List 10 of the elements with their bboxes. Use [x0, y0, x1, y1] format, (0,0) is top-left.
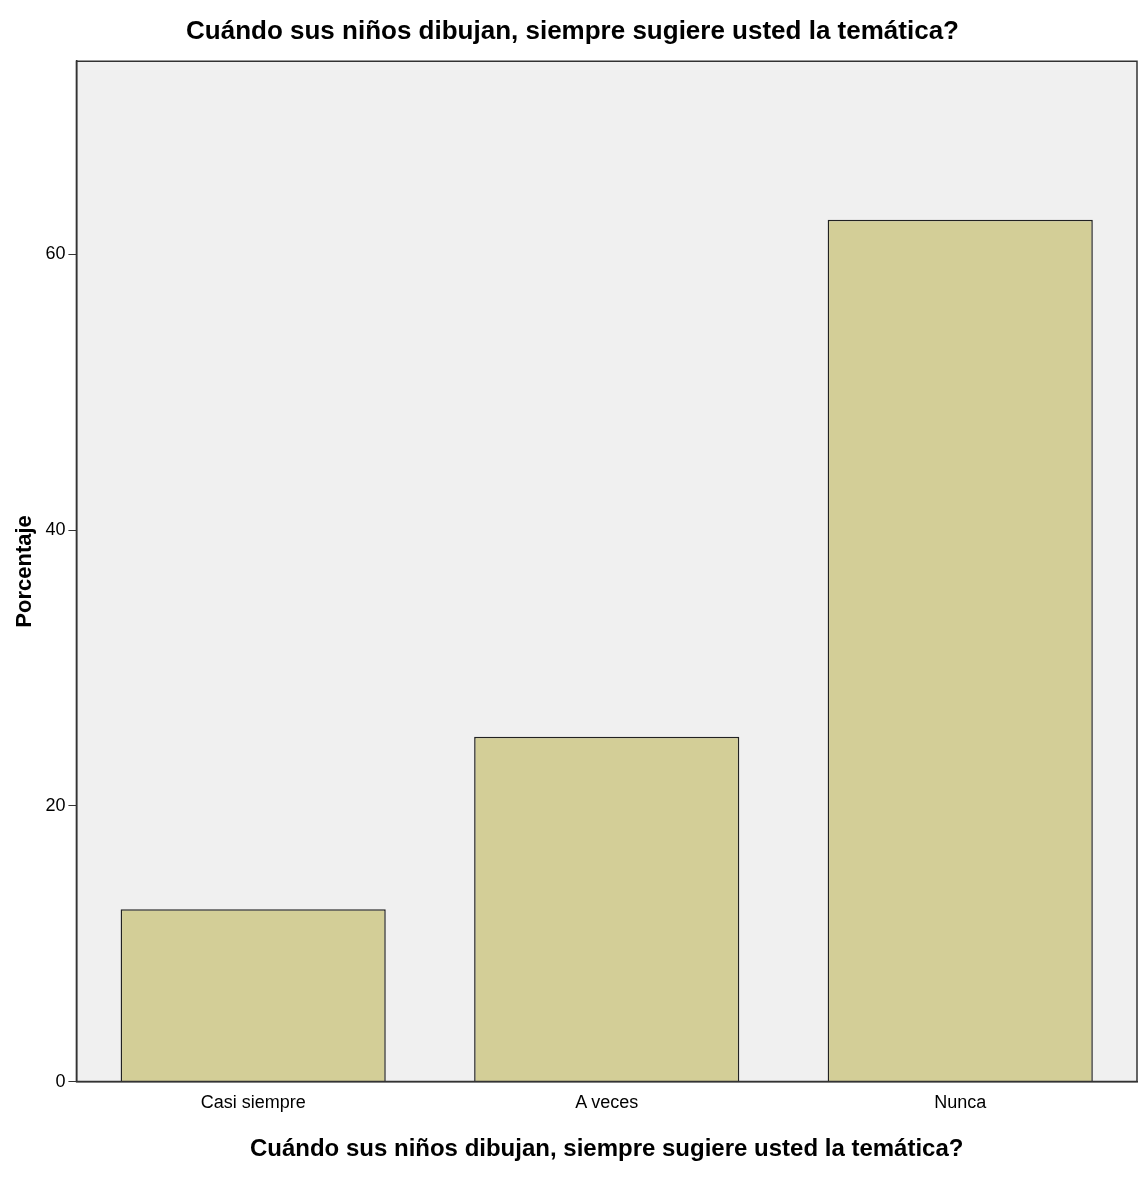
x-tick-label: Nunca	[934, 1092, 988, 1113]
x-tick-label: Casi siempre	[200, 1092, 306, 1113]
chart-title: Cuándo sus niños dibujan, siempre sugiere usted la temática?	[186, 14, 959, 45]
y-tick-label: 40	[45, 519, 66, 539]
y-tick-label: 60	[45, 243, 66, 264]
y-tick-label: 20	[45, 794, 66, 815]
y-tick-label: 0	[55, 1070, 66, 1091]
x-axis-title: Cuándo sus niños dibujan, siempre sugiere usted la temática?	[249, 1134, 964, 1162]
x-tick-label: A veces	[575, 1092, 639, 1113]
y-axis-title: Porcentaje	[11, 515, 37, 628]
